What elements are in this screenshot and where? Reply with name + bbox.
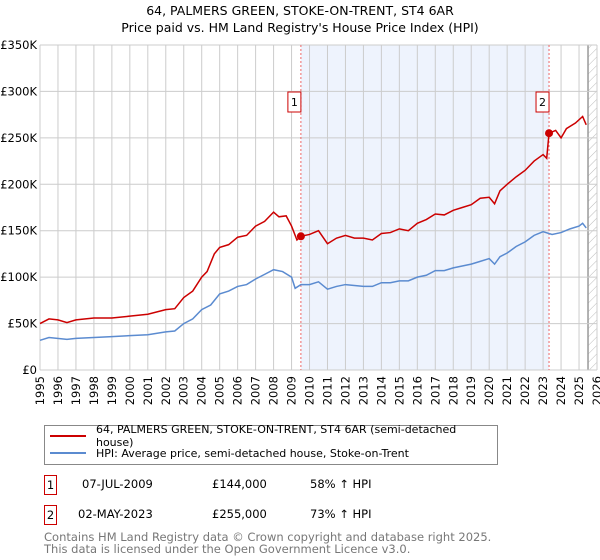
sale-price: £255,000 [212, 507, 267, 521]
sale-point [296, 232, 305, 241]
legend: 64, PALMERS GREEN, STOKE-ON-TRENT, ST4 6… [44, 423, 498, 465]
y-tick-label: £100K [0, 270, 37, 284]
x-tick-label: 2024 [554, 376, 568, 405]
x-tick-label: 2025 [572, 376, 586, 405]
future-hatch [588, 45, 597, 370]
legend-item-property: 64, PALMERS GREEN, STOKE-ON-TRENT, ST4 6… [50, 423, 497, 449]
x-tick-label: 2018 [446, 376, 460, 405]
x-tick-label: 2016 [410, 376, 424, 405]
sale-point [545, 129, 554, 138]
y-tick-label: £150K [0, 224, 37, 238]
shaded-period [300, 45, 550, 370]
y-tick-label: £300K [0, 84, 37, 98]
sale-label-box [287, 91, 302, 113]
sale-badge: 1 [44, 475, 57, 495]
sale-badge: 2 [44, 505, 57, 525]
legend-item-hpi: HPI: Average price, semi-detached house,… [50, 445, 409, 461]
footer-licence: This data is licensed under the Open Gov… [44, 542, 411, 556]
x-tick-label: 1999 [105, 376, 119, 405]
footer-copyright: Contains HM Land Registry data © Crown c… [44, 530, 492, 544]
price-chart: 1995 1996 1997 1998 1999 2000 2001 2002 2003 2004… [0, 38, 600, 405]
sale-hpi: 58% ↑ HPI [310, 477, 372, 491]
sale-label-box [535, 91, 550, 113]
chart-subtitle: Price paid vs. HM Land Registry's House … [121, 20, 479, 35]
x-tick-label: 1997 [69, 376, 83, 405]
x-tick-label: 2015 [392, 376, 406, 405]
chart-title: 64, PALMERS GREEN, STOKE-ON-TRENT, ST4 6… [146, 3, 454, 18]
series-line [39, 222, 587, 342]
x-tick-label: 2010 [303, 376, 317, 405]
x-tick-label: 2004 [195, 376, 209, 405]
x-tick-label: 2014 [374, 376, 388, 405]
x-tick-label: 2009 [285, 376, 299, 405]
x-tick-label: 2002 [159, 376, 173, 405]
sale-price: £144,000 [212, 477, 267, 491]
series-line [39, 115, 587, 325]
x-tick-label: 2003 [177, 376, 191, 405]
x-tick-label: 2023 [536, 376, 550, 405]
x-tick-label: 2026 [590, 376, 600, 405]
sale-hpi: 73% ↑ HPI [310, 507, 372, 521]
x-tick-label: 2006 [231, 376, 245, 405]
y-tick-label: £350K [0, 38, 37, 52]
legend-swatch [50, 435, 86, 437]
x-tick-label: 2020 [482, 376, 496, 405]
x-tick-label: 2012 [338, 376, 352, 405]
x-tick-label: 2001 [141, 376, 155, 405]
legend-label: 64, PALMERS GREEN, STOKE-ON-TRENT, ST4 6… [95, 423, 457, 449]
sale-date: 02-MAY-2023 [78, 507, 153, 521]
y-tick-label: £0 [22, 363, 37, 377]
x-tick-label: 2008 [267, 376, 281, 405]
x-tick-label: 2022 [518, 376, 532, 405]
sale-label: 2 [539, 96, 546, 109]
x-tick-label: 2005 [213, 376, 227, 405]
legend-swatch [50, 452, 86, 454]
x-tick-label: 1995 [33, 376, 47, 405]
x-tick-label: 2011 [320, 376, 334, 405]
x-tick-label: 1996 [51, 376, 65, 405]
x-tick-label: 2013 [356, 376, 370, 405]
y-tick-label: £250K [0, 131, 37, 145]
x-tick-label: 2019 [464, 376, 478, 405]
legend-label: HPI: Average price, semi-detached house,… [96, 446, 409, 460]
x-tick-label: 2000 [123, 376, 137, 405]
sale-date: 07-JUL-2009 [82, 477, 153, 491]
x-tick-label: 2007 [249, 376, 263, 405]
sale-label: 1 [291, 96, 298, 109]
x-tick-label: 2021 [500, 376, 514, 405]
x-tick-label: 1998 [87, 376, 101, 405]
x-tick-label: 2017 [428, 376, 442, 405]
y-tick-label: £50K [8, 317, 38, 331]
y-tick-label: £200K [0, 177, 37, 191]
